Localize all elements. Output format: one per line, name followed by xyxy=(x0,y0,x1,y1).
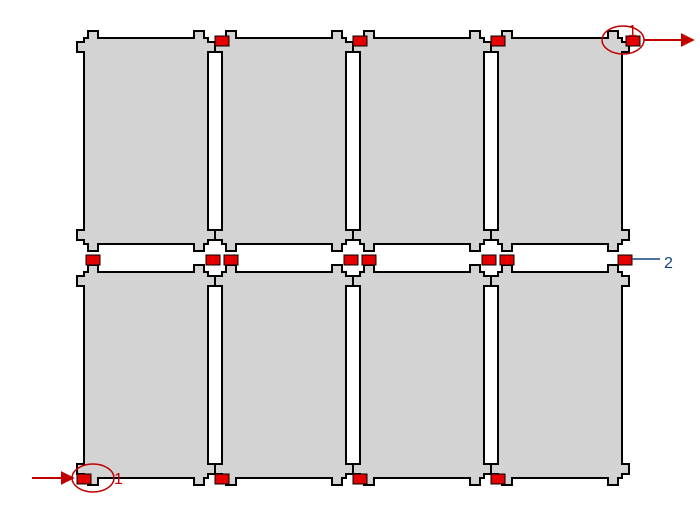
connector xyxy=(500,255,514,265)
connector xyxy=(491,36,505,46)
connector xyxy=(215,36,229,46)
panel xyxy=(77,31,215,251)
panel xyxy=(491,31,629,251)
connector xyxy=(215,474,229,484)
connector xyxy=(224,255,238,265)
panel xyxy=(215,31,353,251)
connector xyxy=(206,255,220,265)
panel xyxy=(353,265,491,485)
panel xyxy=(353,31,491,251)
connector xyxy=(618,255,632,265)
connector xyxy=(353,474,367,484)
connector xyxy=(86,255,100,265)
connector xyxy=(482,255,496,265)
connector xyxy=(353,36,367,46)
connector xyxy=(362,255,376,265)
connector xyxy=(77,474,91,484)
leader-2: 2 xyxy=(632,255,673,272)
leader-label: 2 xyxy=(664,255,673,272)
connector xyxy=(344,255,358,265)
panel xyxy=(215,265,353,485)
connector xyxy=(491,474,505,484)
callout-label: 1 xyxy=(628,23,637,40)
panel xyxy=(77,265,215,485)
callout-label: 1 xyxy=(114,471,123,488)
panel xyxy=(491,265,629,485)
